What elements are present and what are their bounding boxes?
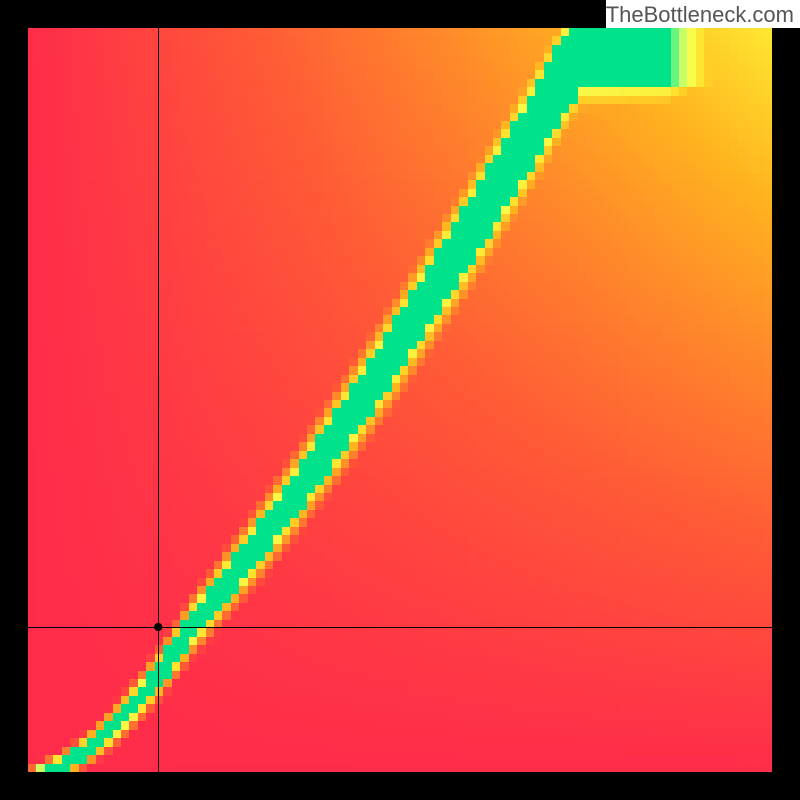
chart-frame: TheBottleneck.com	[0, 0, 800, 800]
attribution-label: TheBottleneck.com	[606, 0, 800, 28]
plot-area	[28, 28, 772, 772]
heatmap-canvas	[28, 28, 772, 772]
